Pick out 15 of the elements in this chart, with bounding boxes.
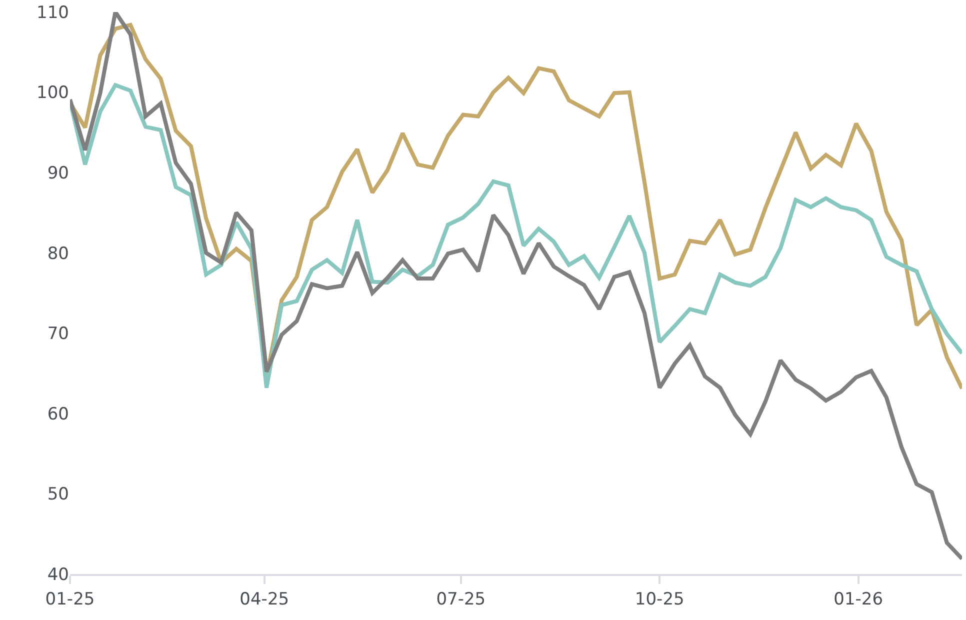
y-tick-label: 110 [36,2,69,23]
x-tick-label: 01-25 [45,589,95,610]
y-tick-label: 60 [47,404,69,424]
x-tick-label: 01-26 [834,589,884,610]
y-tick-label: 40 [47,564,69,585]
y-tick-label: 80 [47,244,69,264]
x-tick-label: 04-25 [240,589,290,610]
y-tick-label: 100 [36,83,69,104]
y-tick-label: 50 [47,484,69,505]
x-tick-label: 10-25 [634,589,684,610]
y-tick-label: 90 [47,164,69,184]
x-tick-label: 07-25 [436,589,486,610]
line-series [70,12,962,561]
y-tick-label: 70 [47,324,69,344]
line-series [70,83,962,390]
